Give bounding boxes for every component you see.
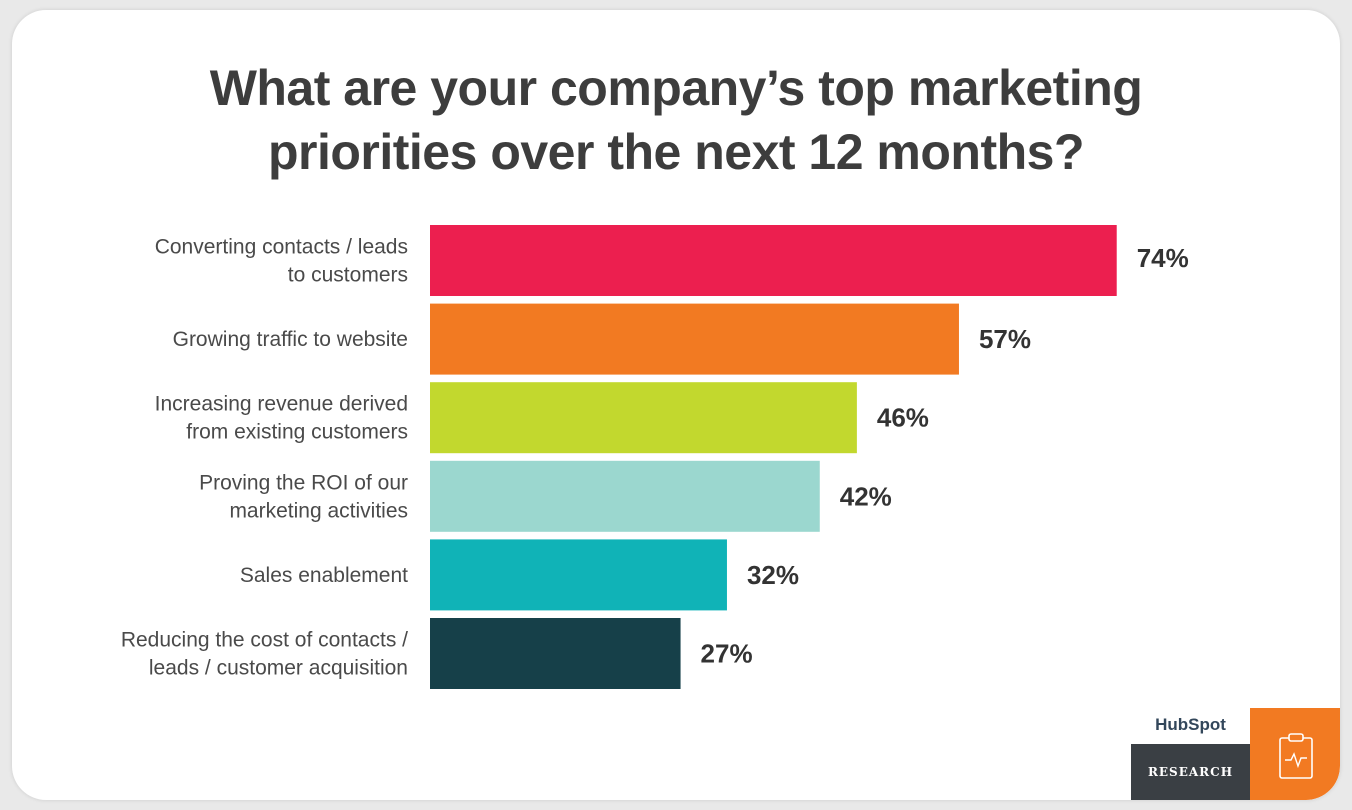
- hubspot-logo: HubSpot: [1155, 715, 1226, 734]
- value-label-1: 57%: [979, 324, 1031, 354]
- clipboard-pulse-icon: [1279, 733, 1313, 779]
- chart-card: What are your company’s top marketing pr…: [12, 10, 1340, 800]
- value-label-2: 46%: [877, 403, 929, 433]
- hubspot-research-badge: HubSpot RESEARCH: [1131, 706, 1250, 800]
- value-label-4: 32%: [747, 560, 799, 590]
- bar-3: [430, 460, 820, 532]
- bar-2: [430, 382, 857, 454]
- chart-title-line-1: What are your company’s top marketing: [209, 60, 1143, 116]
- category-label-1: Growing traffic to website: [173, 328, 408, 351]
- bar-0: [430, 225, 1117, 296]
- value-label-0: 74%: [1137, 243, 1189, 273]
- bar-1: [430, 303, 959, 375]
- value-label-5: 27%: [701, 639, 753, 669]
- bar-5: [430, 618, 681, 689]
- chart-title: What are your company’s top marketing pr…: [12, 56, 1340, 184]
- bar-4: [430, 539, 727, 611]
- bar-chart: Converting contacts / leads to customers 7…: [121, 225, 1189, 689]
- chart-title-line-2: priorities over the next 12 months?: [267, 124, 1085, 180]
- category-label-3: Proving the ROI of our marketing activiti…: [199, 471, 408, 522]
- research-label: RESEARCH: [1131, 744, 1250, 800]
- category-label-2: Increasing revenue derived from existing …: [155, 393, 408, 444]
- value-label-3: 42%: [840, 481, 892, 511]
- brand-accent-tile: [1250, 708, 1340, 800]
- category-label-4: Sales enablement: [240, 564, 408, 587]
- category-label-5: Reducing the cost of contacts / leads / c…: [121, 629, 408, 680]
- category-label-0: Converting contacts / leads to customers: [155, 236, 408, 287]
